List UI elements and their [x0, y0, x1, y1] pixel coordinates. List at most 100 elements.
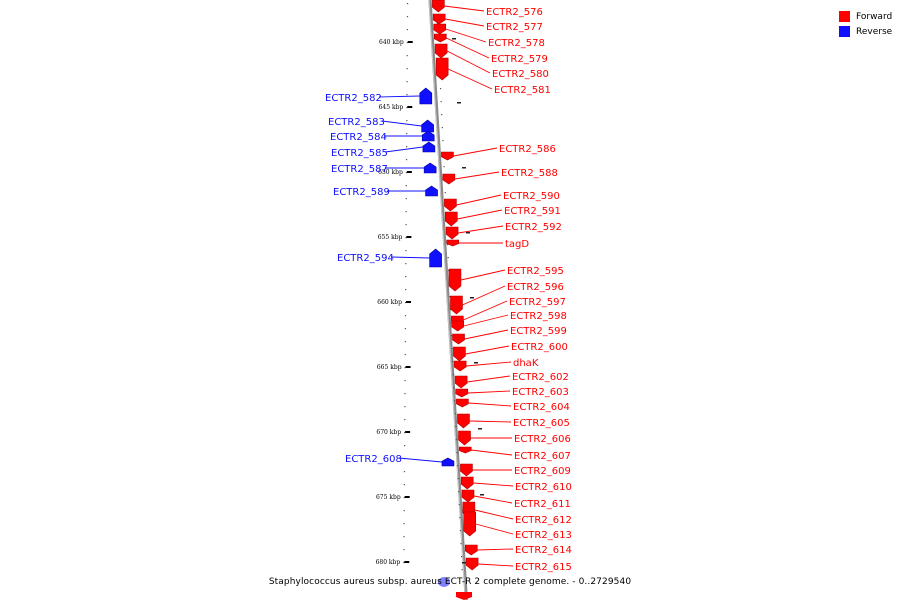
gene-label-ECTR2_600[interactable]: ECTR2_600 [511, 342, 568, 353]
gene-label-ECTR2_597[interactable]: ECTR2_597 [509, 297, 566, 308]
gene-arrow-ECTR2_602[interactable] [454, 375, 468, 389]
gene-label-ECTR2_614[interactable]: ECTR2_614 [515, 545, 572, 556]
minor-tick [458, 491, 460, 493]
minor-tick [461, 569, 463, 571]
gene-label-ECTR2_605[interactable]: ECTR2_605 [513, 418, 570, 429]
gene-label-ECTR2_604[interactable]: ECTR2_604 [513, 402, 570, 413]
gene-label-dhaK[interactable]: dhaK [513, 358, 539, 369]
gene-label-ECTR2_577[interactable]: ECTR2_577 [486, 22, 543, 33]
gene-arrow-ECTR2_604[interactable] [456, 398, 469, 408]
gene-label-ECTR2_589[interactable]: ECTR2_589 [333, 187, 390, 198]
minor-tick [405, 211, 407, 213]
minor-tick [405, 185, 407, 187]
minor-tick [405, 276, 407, 278]
gene-label-ECTR2_606[interactable]: ECTR2_606 [514, 434, 571, 445]
gene-arrow-ECTR2_598[interactable] [451, 320, 465, 332]
gene-label-ECTR2_592[interactable]: ECTR2_592 [505, 222, 562, 233]
gene-leader-line [445, 28, 487, 43]
gene-label-ECTR2_576[interactable]: ECTR2_576 [486, 7, 543, 18]
minor-tick [458, 504, 460, 506]
gene-label-ECTR2_603[interactable]: ECTR2_603 [512, 387, 569, 398]
gene-label-ECTR2_591[interactable]: ECTR2_591 [504, 206, 561, 217]
gene-label-ECTR2_580[interactable]: ECTR2_580 [492, 69, 549, 80]
gene-arrow-ECTR2_596[interactable] [450, 295, 463, 315]
gene-arrow-ECTR2_594[interactable] [429, 248, 442, 268]
gene-label-ECTR2_598[interactable]: ECTR2_598 [510, 311, 567, 322]
gene-label-ECTR2_609[interactable]: ECTR2_609 [514, 466, 571, 477]
gene-arrow-ECTR2_577[interactable] [432, 13, 446, 25]
gene-label-ECTR2_615[interactable]: ECTR2_615 [515, 562, 572, 573]
gene-label-ECTR2_588[interactable]: ECTR2_588 [501, 168, 558, 179]
gene-label-ECTR2_590[interactable]: ECTR2_590 [503, 191, 560, 202]
gene-label-ECTR2_586[interactable]: ECTR2_586 [499, 144, 556, 155]
gene-arrow-ECTR2_613[interactable] [463, 511, 477, 537]
gene-arrow-ECTR2_607[interactable] [458, 446, 472, 454]
gene-label-ECTR2_581[interactable]: ECTR2_581 [494, 85, 551, 96]
gene-label-ECTR2_608[interactable]: ECTR2_608 [345, 454, 402, 465]
gene-arrow-ECTR2_614[interactable] [464, 544, 478, 556]
gene-leader-line [467, 375, 511, 383]
minor-tick [446, 244, 449, 246]
gene-arrow-ECTR2_586[interactable] [441, 151, 454, 161]
gene-arrow-ECTR2_582[interactable] [419, 87, 433, 105]
gene-label-ECTR2_595[interactable]: ECTR2_595 [507, 266, 564, 277]
gene-label-tagD[interactable]: tagD [505, 239, 529, 250]
gene-arrow-ECTR2_592[interactable] [445, 226, 459, 240]
gene-label-ECTR2_596[interactable]: ECTR2_596 [507, 282, 564, 293]
gene-arrow-ECTR2_587[interactable] [423, 162, 437, 174]
minor-tick [441, 114, 443, 116]
gene-label-ECTR2_582[interactable]: ECTR2_582 [325, 93, 382, 104]
gene-arrow-ECTR2_580[interactable] [434, 43, 448, 59]
gene-arrow-ECTR2_584[interactable] [421, 130, 435, 142]
gene-arrow-ECTR2_589[interactable] [425, 185, 438, 197]
gene-label-ECTR2_587[interactable]: ECTR2_587 [331, 164, 388, 175]
gene-label-ECTR2_607[interactable]: ECTR2_607 [514, 451, 571, 462]
minor-tick [405, 289, 407, 291]
gene-label-ECTR2_578[interactable]: ECTR2_578 [488, 38, 545, 49]
gene-label-ECTR2_585[interactable]: ECTR2_585 [331, 148, 388, 159]
minor-tick [404, 328, 407, 330]
gene-label-ECTR2_583[interactable]: ECTR2_583 [328, 117, 385, 128]
gene-leader-line [463, 314, 509, 327]
gene-arrow-ECTR2_608[interactable] [441, 457, 455, 467]
scale-tick [406, 236, 412, 238]
minor-tick [447, 257, 449, 259]
gene-arrow-ECTR2_583[interactable] [421, 119, 434, 133]
gene-arrow-ECTR2_578[interactable] [433, 23, 447, 35]
gene-label-ECTR2_599[interactable]: ECTR2_599 [510, 326, 567, 337]
gene-label-ECTR2_611[interactable]: ECTR2_611 [514, 499, 571, 510]
gene-arrow-ECTR2_595[interactable] [448, 268, 462, 292]
gene-label-ECTR2_602[interactable]: ECTR2_602 [512, 372, 569, 383]
minor-tick [405, 159, 408, 161]
gene-leader-line [466, 361, 512, 367]
gene-label-ECTR2_610[interactable]: ECTR2_610 [515, 482, 572, 493]
minor-tick [403, 536, 405, 538]
gene-arrow-ECTR2_585[interactable] [422, 141, 436, 153]
gene-arrow-ECTR2_579[interactable] [433, 33, 447, 43]
gene-label-ECTR2_594[interactable]: ECTR2_594 [337, 253, 394, 264]
gene-arrow-ECTR2_588[interactable] [442, 173, 456, 185]
minor-tick [406, 68, 408, 70]
gene-label-ECTR2_613[interactable]: ECTR2_613 [515, 530, 572, 541]
gene-arrow-dhaK[interactable] [453, 360, 467, 372]
gene-label-ECTR2_612[interactable]: ECTR2_612 [515, 515, 572, 526]
minor-tick [456, 452, 458, 454]
gene-arrow-ECTR2_599[interactable] [452, 333, 465, 345]
gene-arrow-ECTR2_581[interactable] [435, 57, 449, 81]
gene-arrow-ECTR2_576[interactable] [432, 0, 445, 13]
gene-arrow-ECTR2_591[interactable] [444, 211, 458, 227]
gene-leader-line [454, 171, 500, 180]
gene-arrow-ECTR2_610[interactable] [460, 476, 474, 490]
gene-arrow-ECTR2_590[interactable] [444, 198, 457, 212]
gene-arrow-ECTR2_615[interactable] [465, 557, 479, 571]
gene-arrow-ECTR2_611[interactable] [461, 489, 475, 503]
gene-arrow-tagD[interactable] [446, 239, 460, 247]
gene-arrow-ECTR2_606[interactable] [458, 430, 471, 446]
gene-arrow-ECTR2_600[interactable] [453, 346, 466, 362]
gene-label-ECTR2_579[interactable]: ECTR2_579 [491, 54, 548, 65]
gene-arrow-ECTR2_605[interactable] [457, 413, 470, 429]
gene-arrow-ECTR2_603[interactable] [455, 388, 469, 398]
gene-arrow-ECTR2_609[interactable] [460, 463, 473, 477]
gene-label-ECTR2_584[interactable]: ECTR2_584 [330, 132, 387, 143]
